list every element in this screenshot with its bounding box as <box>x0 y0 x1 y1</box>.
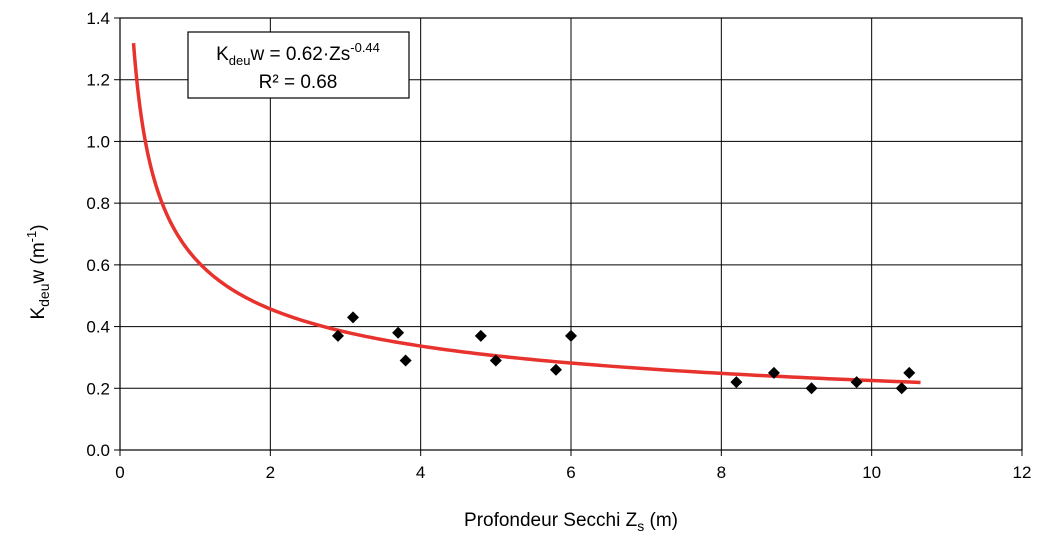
data-point <box>903 366 916 379</box>
annotation-line2: R² = 0.68 <box>259 72 338 93</box>
y-tick-label: 0.8 <box>86 194 110 213</box>
x-axis-label: Profondeur Secchi Zs (m) <box>464 510 678 534</box>
fit-layer <box>131 43 921 385</box>
data-point <box>347 311 360 324</box>
data-point <box>474 329 487 342</box>
data-point <box>565 329 577 342</box>
x-tick-label: 0 <box>115 463 124 482</box>
x-tick-label: 12 <box>1013 463 1032 482</box>
data-point <box>392 326 405 339</box>
y-tick-label: 1.4 <box>86 9 110 28</box>
plot-frame <box>119 17 1023 451</box>
data-point <box>331 329 344 342</box>
x-tick-label: 6 <box>566 463 575 482</box>
y-tick-label: 0.4 <box>86 318 110 337</box>
y-tick-label: 1.0 <box>86 132 110 151</box>
data-point <box>399 354 412 367</box>
data-point <box>549 363 562 376</box>
data-point <box>850 376 863 389</box>
data-point <box>730 376 743 389</box>
y-tick-label: 0.0 <box>86 441 110 460</box>
y-tick-label: 0.6 <box>86 256 110 275</box>
data-point <box>895 382 908 395</box>
points-layer <box>331 311 916 395</box>
x-tick-label: 4 <box>416 463 425 482</box>
annotation-line1: Kdeuw = 0.62·Zs-0.44 <box>216 40 380 68</box>
equation-annotation: Kdeuw = 0.62·Zs-0.44 R² = 0.68 <box>187 31 410 99</box>
y-axis-label: Kdeuw (m-1) <box>24 224 52 319</box>
x-tick-label: 8 <box>717 463 726 482</box>
annotation-box <box>187 31 410 99</box>
data-point <box>767 366 780 379</box>
data-point <box>805 382 818 395</box>
fit-curve <box>131 43 921 385</box>
data-point <box>489 354 502 367</box>
ticks-layer: 0 2 4 6 8 10 12 0.0 0.2 0.4 0.6 0.8 1.0 1.2 1.4 <box>86 9 1031 482</box>
y-tick-label: 1.2 <box>86 71 110 90</box>
x-tick-label: 10 <box>862 463 881 482</box>
x-tick-label: 2 <box>266 463 275 482</box>
y-tick-label: 0.2 <box>86 379 110 398</box>
grid <box>119 17 1023 451</box>
